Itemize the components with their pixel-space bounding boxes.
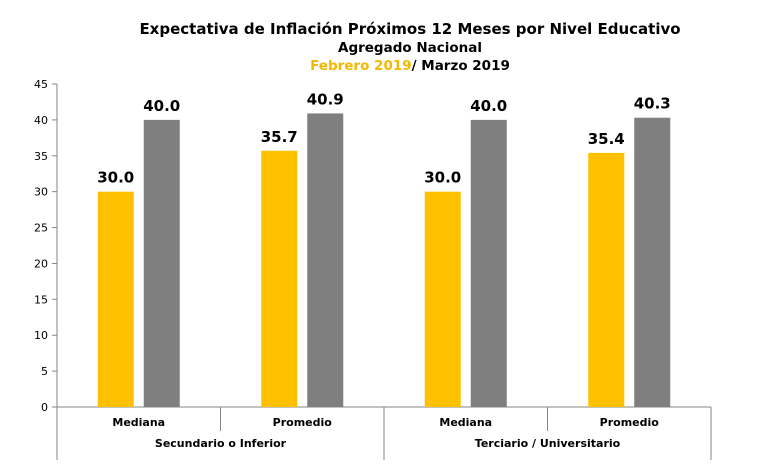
data-label: 40.3 bbox=[634, 95, 671, 113]
data-label: 35.7 bbox=[261, 128, 298, 146]
x-group-label: Secundario o Inferior bbox=[155, 437, 287, 450]
data-label: 40.0 bbox=[143, 97, 180, 115]
x-group-label: Terciario / Universitario bbox=[475, 437, 621, 450]
bar bbox=[470, 119, 507, 407]
y-tick-label: 0 bbox=[41, 401, 48, 414]
y-tick-label: 45 bbox=[34, 78, 48, 91]
chart-title: Expectativa de Inflación Próximos 12 Mes… bbox=[139, 20, 681, 38]
y-tick-label: 40 bbox=[34, 114, 48, 127]
y-tick-label: 10 bbox=[34, 329, 48, 342]
chart-period: Febrero 2019/ Marzo 2019 bbox=[0, 57, 770, 75]
bar bbox=[424, 191, 461, 407]
bar bbox=[307, 113, 344, 407]
chart-subtitle: Agregado Nacional bbox=[338, 40, 482, 56]
period-feb: Febrero 2019 bbox=[310, 58, 412, 74]
data-label: 30.0 bbox=[97, 169, 134, 187]
y-tick-label: 20 bbox=[34, 257, 48, 270]
y-tick-label: 5 bbox=[41, 365, 48, 378]
period-mar: / Marzo 2019 bbox=[411, 58, 510, 74]
chart-title-block: Expectativa de Inflación Próximos 12 Mes… bbox=[0, 20, 770, 75]
y-tick-label: 15 bbox=[34, 293, 48, 306]
data-label: 35.4 bbox=[588, 130, 625, 148]
data-label: 40.9 bbox=[307, 90, 344, 108]
x-category-label: Promedio bbox=[600, 416, 660, 429]
y-tick-label: 25 bbox=[34, 222, 48, 235]
bar bbox=[588, 152, 625, 407]
bar bbox=[143, 119, 180, 407]
x-category-label: Mediana bbox=[439, 416, 492, 429]
y-tick-label: 30 bbox=[34, 186, 48, 199]
x-category-label: Promedio bbox=[273, 416, 333, 429]
x-category-label: Mediana bbox=[112, 416, 165, 429]
bar bbox=[634, 117, 671, 407]
data-label: 30.0 bbox=[424, 169, 461, 187]
data-label: 40.0 bbox=[470, 97, 507, 115]
y-tick-label: 35 bbox=[34, 150, 48, 163]
bar bbox=[97, 191, 134, 407]
bar bbox=[261, 150, 298, 407]
